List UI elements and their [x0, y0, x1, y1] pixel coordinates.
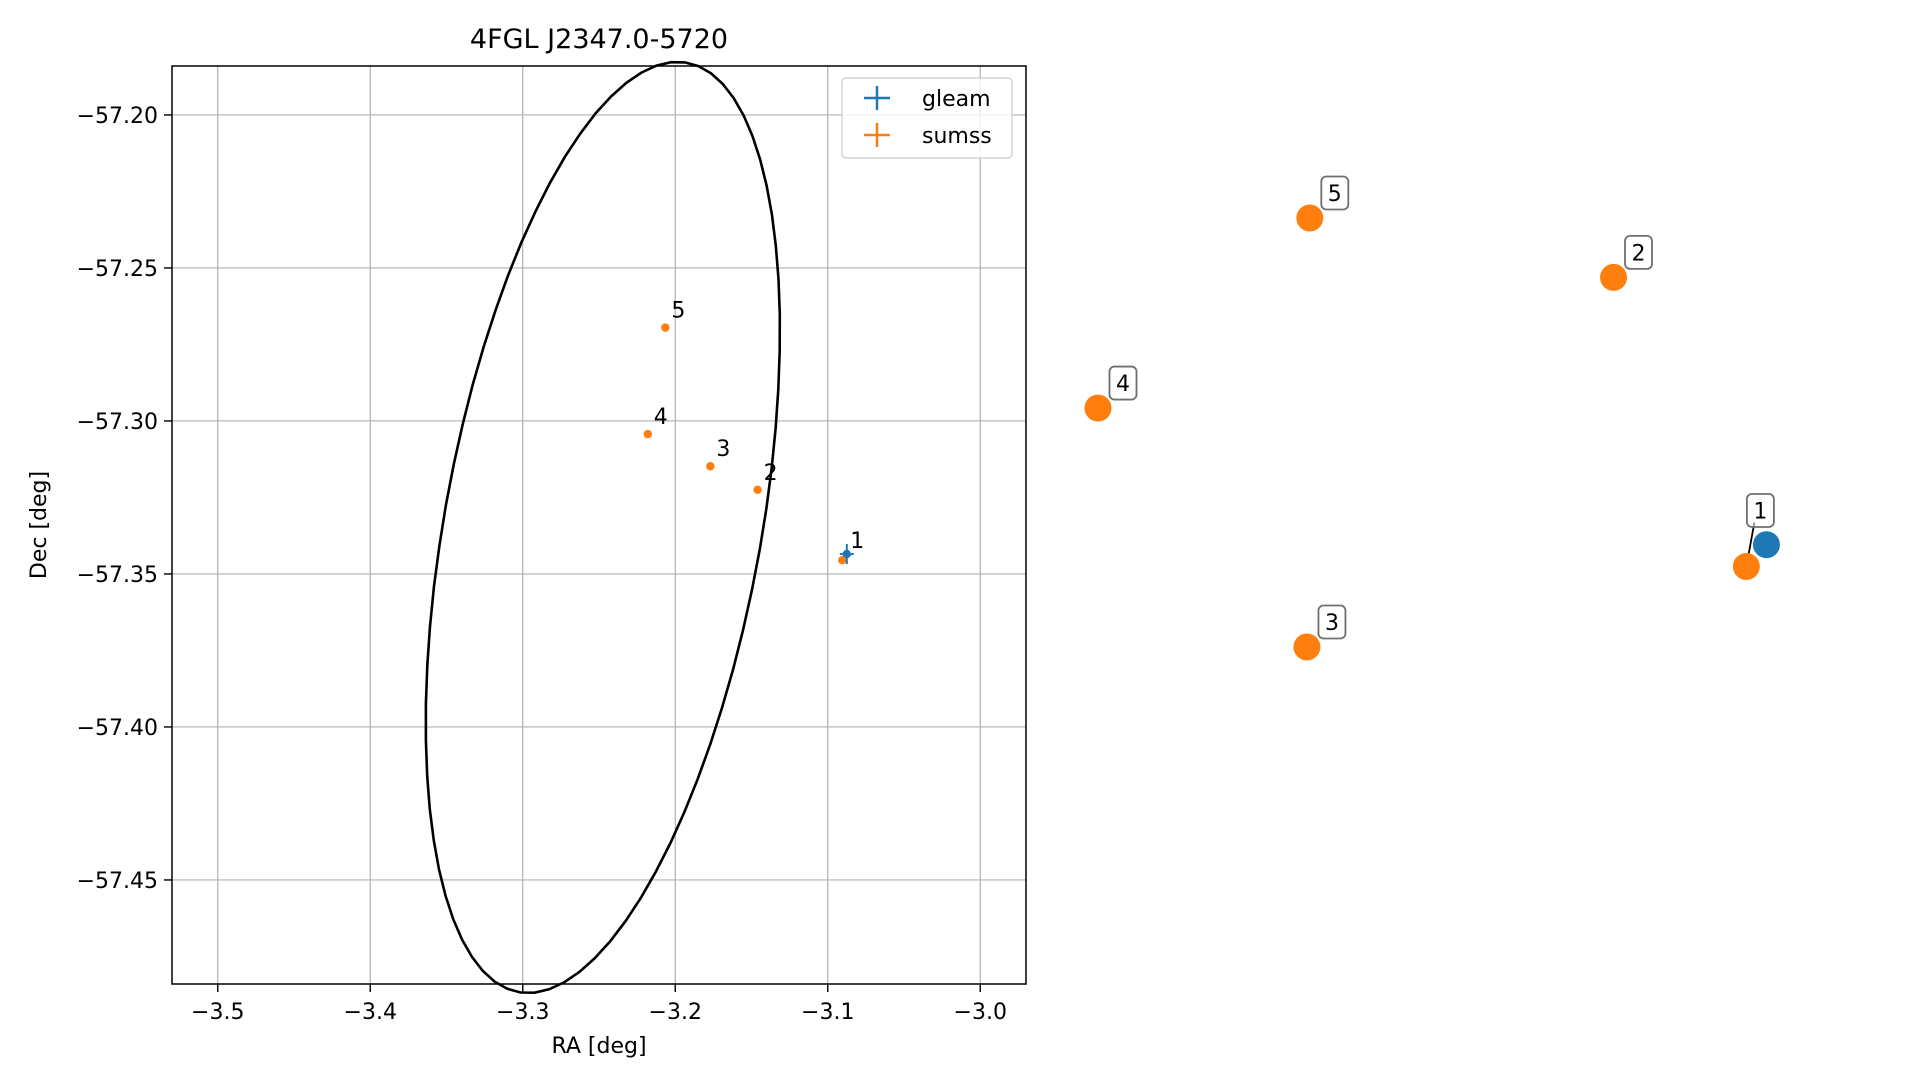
y-tick-label: −57.30	[77, 410, 158, 435]
right-label-panel: 1 2 3 4 5	[1084, 175, 1780, 661]
label-box-text: 4	[1116, 372, 1130, 397]
y-axis-ticks: −57.20 −57.25 −57.30 −57.35 −57.40 −57.45	[77, 104, 172, 894]
plot-frame	[171, 65, 1027, 985]
label-boxes: 1 2 3 4 5	[1108, 175, 1775, 640]
legend-label-sumss: sumss	[922, 124, 992, 149]
sumss-point	[643, 429, 652, 439]
sumss-point	[753, 485, 762, 495]
label-box	[1746, 493, 1775, 528]
sumss-marker	[1732, 552, 1760, 580]
sumss-point	[838, 555, 847, 565]
point-label: 3	[716, 437, 730, 462]
y-tick-label: −57.35	[77, 563, 158, 588]
x-tick-label: −3.0	[954, 1000, 1007, 1025]
y-axis-label: Dec [deg]	[27, 471, 52, 579]
left-chart-panel: 4FGL J2347.0-5720 1 2 3 4 5 −3.5 −3.4 −3.3 −3.2…	[27, 24, 1027, 1059]
x-tick-label: −3.1	[801, 1000, 854, 1025]
point-label: 2	[764, 461, 778, 486]
sumss-marker	[1084, 394, 1112, 422]
label-box	[1320, 175, 1350, 211]
gleam-point	[842, 549, 852, 559]
label-box	[1624, 234, 1653, 270]
gleam-marker	[1752, 531, 1780, 559]
y-tick-label: −57.25	[77, 257, 158, 282]
point-label: 1	[850, 529, 864, 554]
label-points	[1084, 204, 1780, 661]
point-label: 4	[654, 405, 668, 430]
x-tick-label: −3.5	[191, 1000, 244, 1025]
x-axis-ticks: −3.5 −3.4 −3.3 −3.2 −3.1 −3.0	[191, 984, 1007, 1025]
legend: gleam sumss	[841, 77, 1013, 159]
x-axis-label: RA [deg]	[551, 1034, 646, 1059]
chart-title: 4FGL J2347.0-5720	[470, 24, 728, 55]
label-box-text: 5	[1328, 182, 1342, 207]
legend-label-gleam: gleam	[922, 87, 991, 112]
label-box-text: 3	[1325, 611, 1339, 636]
y-tick-label: −57.45	[77, 869, 158, 894]
y-tick-label: −57.20	[77, 104, 158, 129]
data-points: 1 2 3 4 5	[643, 299, 864, 565]
error-ellipse	[424, 60, 782, 995]
sumss-point	[661, 323, 670, 332]
x-tick-label: −3.4	[344, 1000, 397, 1025]
label-box	[1317, 604, 1347, 640]
sumss-marker	[1293, 633, 1321, 661]
sumss-point	[706, 462, 715, 471]
label-box-text: 1	[1753, 499, 1767, 524]
x-tick-label: −3.2	[649, 1000, 702, 1025]
label-box	[1108, 365, 1138, 401]
sumss-marker	[1296, 204, 1324, 232]
point-label: 5	[671, 299, 685, 324]
x-tick-label: −3.3	[496, 1000, 549, 1025]
error-ellipse-path	[424, 60, 782, 995]
label-box-text: 2	[1632, 241, 1646, 266]
grid-lines	[172, 66, 1026, 984]
y-tick-label: −57.40	[77, 716, 158, 741]
legend-entry-sumss: sumss	[864, 123, 992, 149]
sumss-marker	[1600, 263, 1628, 291]
legend-entry-gleam: gleam	[864, 86, 991, 112]
